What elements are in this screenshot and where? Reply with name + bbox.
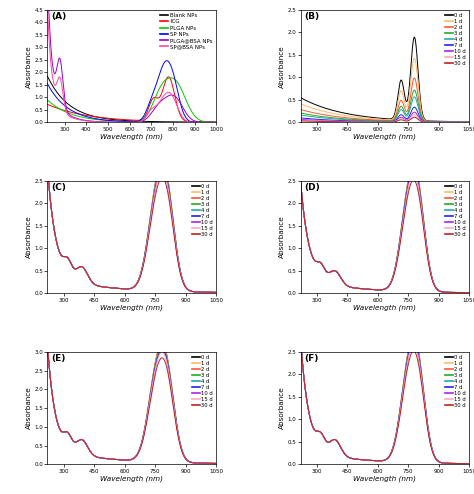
X-axis label: Wavelength (nm): Wavelength (nm)	[354, 476, 416, 482]
Line: ICG: ICG	[47, 77, 227, 122]
PLGA@BSA NPs	[186, 114, 191, 120]
Legend: 0 d, 1 d, 2 d, 3 d, 4 d, 7 d, 10 d, 15 d, 30 d: 0 d, 1 d, 2 d, 3 d, 4 d, 7 d, 10 d, 15 d…	[445, 355, 466, 408]
ICG	[45, 101, 50, 107]
Y-axis label: Absorbance: Absorbance	[26, 387, 32, 429]
Blank NPs	[219, 119, 225, 125]
PLGA@BSA NPs	[219, 120, 225, 125]
X-axis label: Wavelength (nm): Wavelength (nm)	[354, 305, 416, 311]
Blank NPs	[219, 119, 225, 125]
SP NPs	[164, 58, 170, 64]
SP@BSA NPs	[219, 120, 225, 125]
Blank NPs	[127, 118, 133, 124]
SP@BSA NPs	[45, 7, 50, 13]
PLGA NPs	[54, 104, 59, 110]
Text: (A): (A)	[51, 12, 66, 21]
X-axis label: Wavelength (nm): Wavelength (nm)	[354, 133, 416, 140]
SP NPs	[219, 120, 225, 125]
PLGA NPs	[186, 103, 191, 109]
ICG	[186, 119, 191, 124]
Y-axis label: Absorbance: Absorbance	[26, 45, 32, 87]
Blank NPs	[132, 118, 137, 124]
ICG	[54, 105, 59, 111]
SP@BSA NPs	[219, 120, 225, 125]
PLGA NPs	[127, 119, 133, 124]
Legend: 0 d, 1 d, 2 d, 3 d, 4 d, 7 d, 10 d, 15 d, 30 d: 0 d, 1 d, 2 d, 3 d, 4 d, 7 d, 10 d, 15 d…	[191, 183, 213, 237]
SP@BSA NPs	[132, 120, 137, 125]
Blank NPs	[224, 119, 230, 125]
X-axis label: Wavelength (nm): Wavelength (nm)	[100, 305, 163, 311]
Legend: 0 d, 1 d, 2 d, 3 d, 4 d, 7 d, 10 d, 15 d, 30 d: 0 d, 1 d, 2 d, 3 d, 4 d, 7 d, 10 d, 15 d…	[445, 183, 466, 237]
Line: Blank NPs: Blank NPs	[47, 76, 227, 122]
SP@BSA NPs	[224, 120, 230, 125]
Line: SP NPs: SP NPs	[47, 61, 227, 123]
PLGA NPs	[168, 75, 173, 81]
ICG	[165, 74, 171, 80]
Text: (B): (B)	[304, 12, 319, 21]
Y-axis label: Absorbance: Absorbance	[279, 387, 285, 429]
PLGA@BSA NPs	[132, 119, 137, 125]
SP NPs	[127, 119, 133, 124]
ICG	[127, 117, 133, 123]
X-axis label: Wavelength (nm): Wavelength (nm)	[100, 133, 163, 140]
PLGA NPs	[219, 120, 225, 125]
Y-axis label: Absorbance: Absorbance	[279, 45, 285, 87]
PLGA@BSA NPs	[219, 120, 225, 125]
Blank NPs	[45, 73, 50, 79]
PLGA NPs	[224, 120, 230, 125]
SP@BSA NPs	[127, 120, 133, 125]
Legend: 0 d, 1 d, 2 d, 3 d, 4 d, 7 d, 10 d, 15 d, 30 d: 0 d, 1 d, 2 d, 3 d, 4 d, 7 d, 10 d, 15 d…	[445, 12, 466, 66]
Line: PLGA NPs: PLGA NPs	[47, 78, 227, 123]
ICG	[224, 119, 230, 125]
SP@BSA NPs	[186, 119, 191, 125]
Blank NPs	[54, 89, 59, 95]
Legend: 0 d, 1 d, 2 d, 3 d, 4 d, 7 d, 10 d, 15 d, 30 d: 0 d, 1 d, 2 d, 3 d, 4 d, 7 d, 10 d, 15 d…	[191, 355, 213, 408]
SP NPs	[186, 118, 191, 124]
Text: (F): (F)	[304, 354, 318, 363]
Blank NPs	[186, 119, 191, 125]
PLGA@BSA NPs	[54, 66, 59, 72]
Line: SP@BSA NPs: SP@BSA NPs	[47, 10, 227, 123]
SP@BSA NPs	[54, 80, 59, 86]
SP NPs	[54, 94, 59, 100]
ICG	[132, 117, 137, 123]
Line: PLGA@BSA NPs: PLGA@BSA NPs	[47, 10, 227, 123]
X-axis label: Wavelength (nm): Wavelength (nm)	[100, 476, 163, 482]
ICG	[219, 119, 225, 125]
PLGA@BSA NPs	[224, 120, 230, 125]
Y-axis label: Absorbance: Absorbance	[279, 216, 285, 258]
SP NPs	[132, 119, 137, 124]
Legend: Blank NPs, ICG, PLGA NPs, SP NPs, PLGA@BSA NPs, SP@BSA NPs: Blank NPs, ICG, PLGA NPs, SP NPs, PLGA@B…	[159, 13, 213, 50]
PLGA NPs	[132, 119, 137, 124]
PLGA NPs	[219, 120, 225, 125]
PLGA@BSA NPs	[127, 120, 133, 125]
Text: (E): (E)	[51, 354, 65, 363]
SP NPs	[219, 120, 225, 125]
PLGA NPs	[45, 97, 50, 103]
Y-axis label: Absorbance: Absorbance	[26, 216, 32, 258]
SP NPs	[224, 120, 230, 125]
PLGA@BSA NPs	[45, 7, 50, 13]
Text: (C): (C)	[51, 183, 66, 192]
Text: (D): (D)	[304, 183, 319, 192]
ICG	[219, 119, 225, 125]
SP NPs	[45, 81, 50, 86]
